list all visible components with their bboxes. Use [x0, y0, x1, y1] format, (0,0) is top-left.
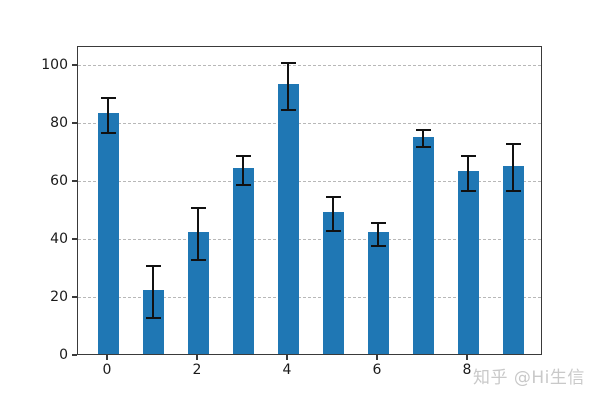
error-bar-cap: [100, 96, 116, 99]
error-bar-cap: [280, 62, 296, 65]
y-tick-label: 60: [50, 173, 68, 189]
x-tick-mark: [466, 355, 468, 360]
y-tick-mark: [72, 296, 77, 298]
bar: [232, 168, 254, 354]
bar: [367, 232, 389, 354]
x-tick-mark: [106, 355, 108, 360]
gridline: [78, 123, 541, 124]
error-bar-line: [107, 97, 109, 133]
y-tick-mark: [72, 180, 77, 182]
gridline: [78, 239, 541, 240]
error-bar-line: [422, 129, 424, 148]
plot-area: [77, 46, 542, 355]
error-bar-cap: [415, 146, 431, 149]
error-bar-cap: [370, 244, 386, 247]
error-bar-cap: [505, 189, 521, 192]
bar: [502, 165, 524, 354]
x-tick-label: 2: [192, 362, 202, 378]
x-tick-label: 4: [282, 362, 292, 378]
bar: [412, 136, 434, 354]
error-bar-cap: [145, 265, 161, 268]
error-bar-cap: [460, 154, 476, 157]
error-bar-cap: [100, 131, 116, 134]
error-bar-line: [512, 144, 514, 191]
error-bar-line: [197, 208, 199, 261]
error-bar-cap: [145, 317, 161, 320]
y-tick-label: 20: [50, 289, 68, 305]
error-bar-line: [152, 266, 154, 319]
error-bar-cap: [505, 143, 521, 146]
error-bar-cap: [280, 108, 296, 111]
error-bar-cap: [460, 189, 476, 192]
y-tick-mark: [72, 64, 77, 66]
error-bar-line: [287, 63, 289, 110]
error-bar-line: [332, 196, 334, 232]
error-bar-cap: [415, 128, 431, 131]
x-tick-mark: [196, 355, 198, 360]
watermark: 知乎 @Hi生信: [473, 368, 585, 388]
bar: [187, 232, 209, 354]
x-tick-label: 0: [102, 362, 112, 378]
gridline: [78, 297, 541, 298]
gridline: [78, 181, 541, 182]
error-bar-cap: [235, 183, 251, 186]
y-tick-label: 80: [50, 115, 68, 131]
y-tick-label: 100: [41, 57, 68, 73]
y-tick-label: 0: [59, 347, 68, 363]
bar: [277, 84, 299, 354]
error-bar-cap: [370, 221, 386, 224]
y-tick-mark: [72, 122, 77, 124]
x-tick-mark: [376, 355, 378, 360]
bar: [322, 211, 344, 354]
gridline: [78, 65, 541, 66]
error-bar-cap: [190, 207, 206, 210]
y-tick-mark: [72, 238, 77, 240]
x-tick-label: 8: [462, 362, 472, 378]
error-bar-cap: [325, 230, 341, 233]
error-bar-line: [377, 222, 379, 246]
bar: [457, 171, 479, 354]
error-bar-cap: [190, 259, 206, 262]
bar: [97, 113, 119, 354]
error-bar-line: [242, 155, 244, 185]
error-bar-cap: [235, 154, 251, 157]
bar: [142, 290, 164, 354]
x-tick-label: 6: [372, 362, 382, 378]
error-bar-cap: [325, 195, 341, 198]
x-tick-mark: [286, 355, 288, 360]
y-tick-label: 40: [50, 231, 68, 247]
y-tick-mark: [72, 354, 77, 356]
error-bar-line: [467, 155, 469, 191]
